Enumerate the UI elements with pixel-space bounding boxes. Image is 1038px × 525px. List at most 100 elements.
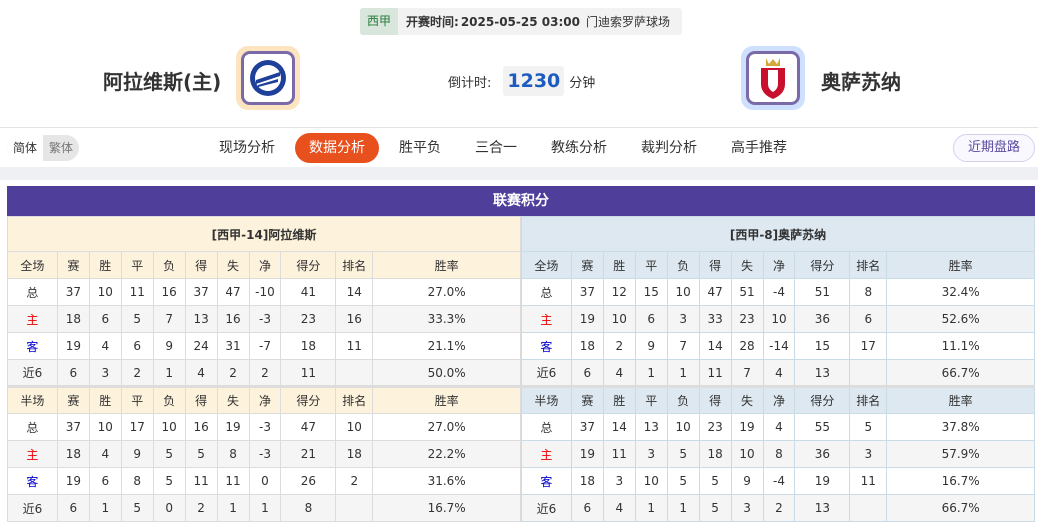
column-header: 赛 <box>570 385 604 414</box>
tab-1[interactable]: 数据分析 <box>295 133 379 163</box>
away-team-name[interactable]: 奥萨苏纳 <box>821 70 901 94</box>
away-team-logo[interactable] <box>741 46 805 110</box>
cell: 6 <box>570 359 604 387</box>
cell: 31 <box>216 332 250 360</box>
cell: 11 <box>602 440 636 468</box>
cell: 9 <box>634 332 668 360</box>
column-header: 赛 <box>570 251 604 279</box>
cell: 57.9% <box>886 440 1035 468</box>
cell: 5 <box>698 494 732 522</box>
cell: 18 <box>570 332 604 360</box>
cell: 13 <box>794 359 851 387</box>
cell: 41 <box>280 278 337 306</box>
cell: 2 <box>120 359 154 387</box>
column-header: 平 <box>634 385 668 414</box>
cell: 8 <box>280 494 337 522</box>
column-header: 排名 <box>849 385 888 414</box>
cell: 37 <box>184 278 218 306</box>
venue: 门迪索罗萨球场 <box>585 15 670 29</box>
osasuna-crest-icon <box>761 58 785 99</box>
cell: 6 <box>570 494 604 522</box>
column-header: 得 <box>698 385 732 414</box>
traditional-button[interactable]: 繁体 <box>49 141 74 155</box>
row-label: 总 <box>521 278 572 306</box>
recent-handicap-button[interactable]: 近期盘路 <box>952 134 1035 162</box>
cell: 16 <box>335 305 374 333</box>
cell: 51 <box>730 278 764 306</box>
kickoff-time: 2025-05-25 03:00 <box>460 14 580 29</box>
cell: 2 <box>184 494 218 522</box>
cell: 11 <box>849 467 888 495</box>
cell: 9 <box>152 332 186 360</box>
cell: 13 <box>634 413 668 441</box>
table-row: 总 37 10 11 16 37 47 -10 41 14 27.0% <box>7 278 521 306</box>
cell: 6 <box>634 305 668 333</box>
cell: 3 <box>634 440 668 468</box>
column-header: 负 <box>666 385 700 414</box>
column-header: 得分 <box>794 251 851 279</box>
column-header: 胜率 <box>372 385 521 414</box>
table-row: 近6 6 3 2 1 4 2 2 11 50.0% <box>7 359 521 387</box>
home-team-name[interactable]: 阿拉维斯(主) <box>103 70 222 94</box>
tab-5[interactable]: 裁判分析 <box>641 140 697 156</box>
cell: 14 <box>602 413 636 441</box>
cell: -3 <box>248 305 282 333</box>
column-header: 失 <box>730 385 764 414</box>
cell: 1 <box>216 494 250 522</box>
cell: 19 <box>730 413 764 441</box>
row-label: 客 <box>7 467 58 495</box>
cell: 19 <box>794 467 851 495</box>
tab-2[interactable]: 胜平负 <box>399 140 441 156</box>
home-team-logo[interactable] <box>236 46 300 110</box>
cell: 28 <box>730 332 764 360</box>
league-badge[interactable]: 西甲 <box>360 8 399 35</box>
cell: 3 <box>88 359 122 387</box>
tab-6[interactable]: 高手推荐 <box>731 140 787 156</box>
tab-3[interactable]: 三合一 <box>475 140 517 156</box>
cell: 0 <box>152 494 186 522</box>
cell: 1 <box>666 494 700 522</box>
tab-4[interactable]: 教练分析 <box>551 140 607 156</box>
column-header: 负 <box>152 385 186 414</box>
header-row: 全场赛胜平负得失净得分 排名 胜率 <box>521 251 1035 279</box>
cell: 7 <box>666 332 700 360</box>
cell: 4 <box>762 413 796 441</box>
column-header: 得 <box>184 385 218 414</box>
cell: 37 <box>56 413 90 441</box>
column-header: 胜 <box>88 251 122 279</box>
column-header: 全场 <box>521 251 572 279</box>
cell: 50.0% <box>372 359 521 387</box>
cell: -3 <box>248 413 282 441</box>
cell: 16 <box>152 278 186 306</box>
row-label: 总 <box>7 413 58 441</box>
row-label: 主 <box>521 305 572 333</box>
simplified-button[interactable]: 简体 <box>7 135 44 161</box>
table-row: 主 18 4 9 5 5 8 -3 21 18 22.2% <box>7 440 521 468</box>
team-title-row: [西甲-8]奥萨苏纳 <box>521 216 1035 252</box>
row-label: 客 <box>521 332 572 360</box>
table-row: 近6 6 4 1 1 5 3 2 13 66.7% <box>521 494 1035 522</box>
cell: -4 <box>762 467 796 495</box>
table-row: 总 37 12 15 10 47 51 -4 51 8 32.4% <box>521 278 1035 306</box>
column-header: 净 <box>248 251 282 279</box>
section-title: 联赛积分 <box>7 186 1035 216</box>
cell: 32.4% <box>886 278 1035 306</box>
column-header: 得分 <box>280 251 337 279</box>
cell: 52.6% <box>886 305 1035 333</box>
cell: -10 <box>248 278 282 306</box>
column-header: 胜率 <box>886 385 1035 414</box>
away-standings-table: [西甲-8]奥萨苏纳 全场赛胜平负得失净得分 排名 胜率总 37 12 15 10 47 51 -4… <box>521 216 1035 522</box>
cell: 66.7% <box>886 494 1035 522</box>
column-header: 负 <box>152 251 186 279</box>
column-header: 负 <box>666 251 700 279</box>
cell <box>849 494 888 522</box>
column-header: 失 <box>216 251 250 279</box>
tab-0[interactable]: 现场分析 <box>219 140 275 156</box>
countdown-label: 倒计时: <box>448 75 492 91</box>
cell: 13 <box>794 494 851 522</box>
column-header: 失 <box>730 251 764 279</box>
table-row: 主 19 10 6 3 33 23 10 36 6 52.6% <box>521 305 1035 333</box>
column-header: 排名 <box>849 251 888 279</box>
column-header: 净 <box>248 385 282 414</box>
table-row: 总 37 10 17 10 16 19 -3 47 10 27.0% <box>7 413 521 441</box>
